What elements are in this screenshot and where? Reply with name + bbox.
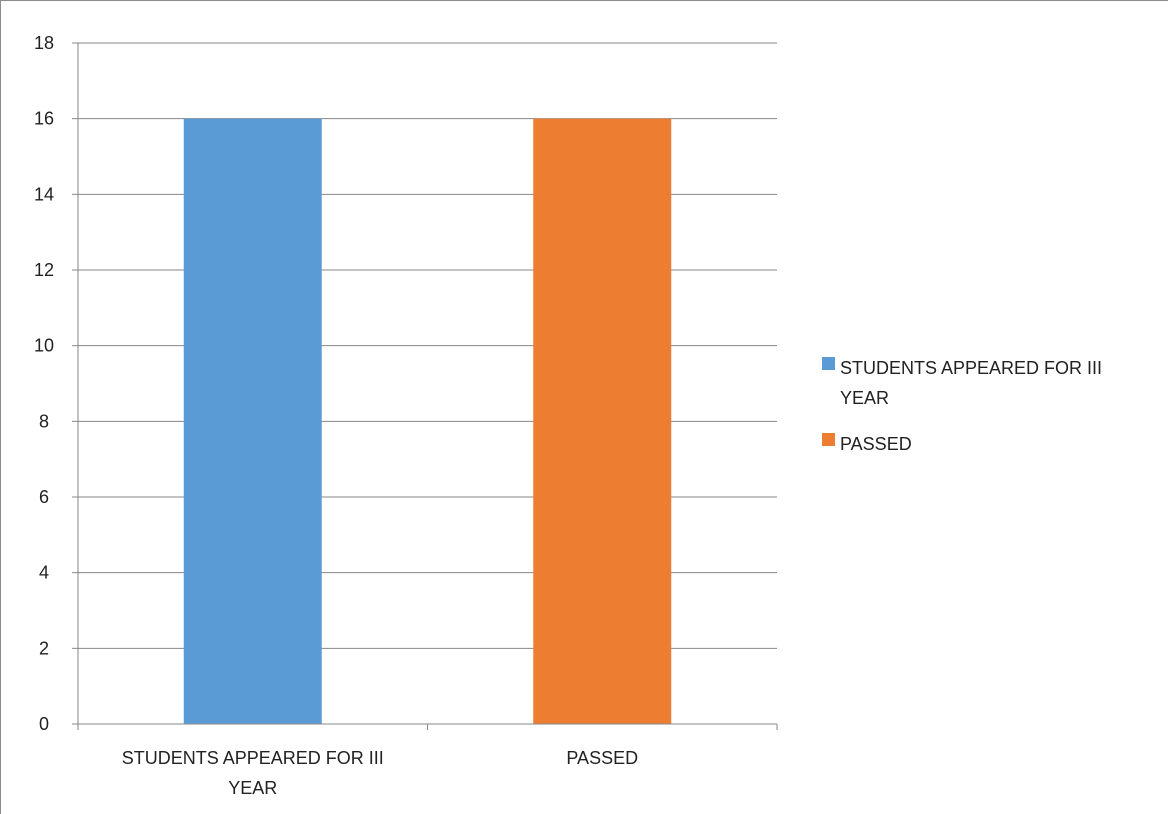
y-tick-label: 10: [34, 336, 54, 356]
legend-item: STUDENTS APPEARED FOR III YEAR: [822, 357, 1102, 408]
legend-item: PASSED: [822, 433, 912, 454]
y-tick-label: 0: [39, 714, 49, 734]
y-tick-labels: 0 2 4 6 8 10 12 14 16 18: [34, 33, 54, 734]
bar: [183, 118, 322, 724]
y-tick-label: 6: [39, 487, 49, 507]
bar: [533, 118, 672, 724]
legend-swatch: [822, 357, 835, 370]
legend-label: STUDENTS APPEARED FOR III: [840, 358, 1102, 378]
legend: STUDENTS APPEARED FOR III YEAR PASSED: [822, 357, 1102, 454]
y-tick-label: 14: [34, 184, 54, 204]
x-category-labels: STUDENTS APPEARED FOR III YEAR PASSED: [122, 748, 638, 798]
y-tick-label: 16: [34, 109, 54, 129]
gridlines: [78, 42, 777, 649]
y-tick-label: 18: [34, 33, 54, 53]
bars: [183, 118, 672, 724]
x-category-label: YEAR: [228, 778, 277, 798]
y-tick-label: 8: [39, 411, 49, 431]
axes: [72, 42, 778, 730]
x-category-label: PASSED: [566, 748, 638, 768]
legend-label: YEAR: [840, 388, 889, 408]
y-tick-label: 4: [39, 563, 49, 583]
y-tick-label: 2: [39, 638, 49, 658]
x-category-label: STUDENTS APPEARED FOR III: [122, 748, 384, 768]
y-tick-label: 12: [34, 260, 54, 280]
legend-label: PASSED: [840, 434, 912, 454]
legend-swatch: [822, 433, 835, 446]
